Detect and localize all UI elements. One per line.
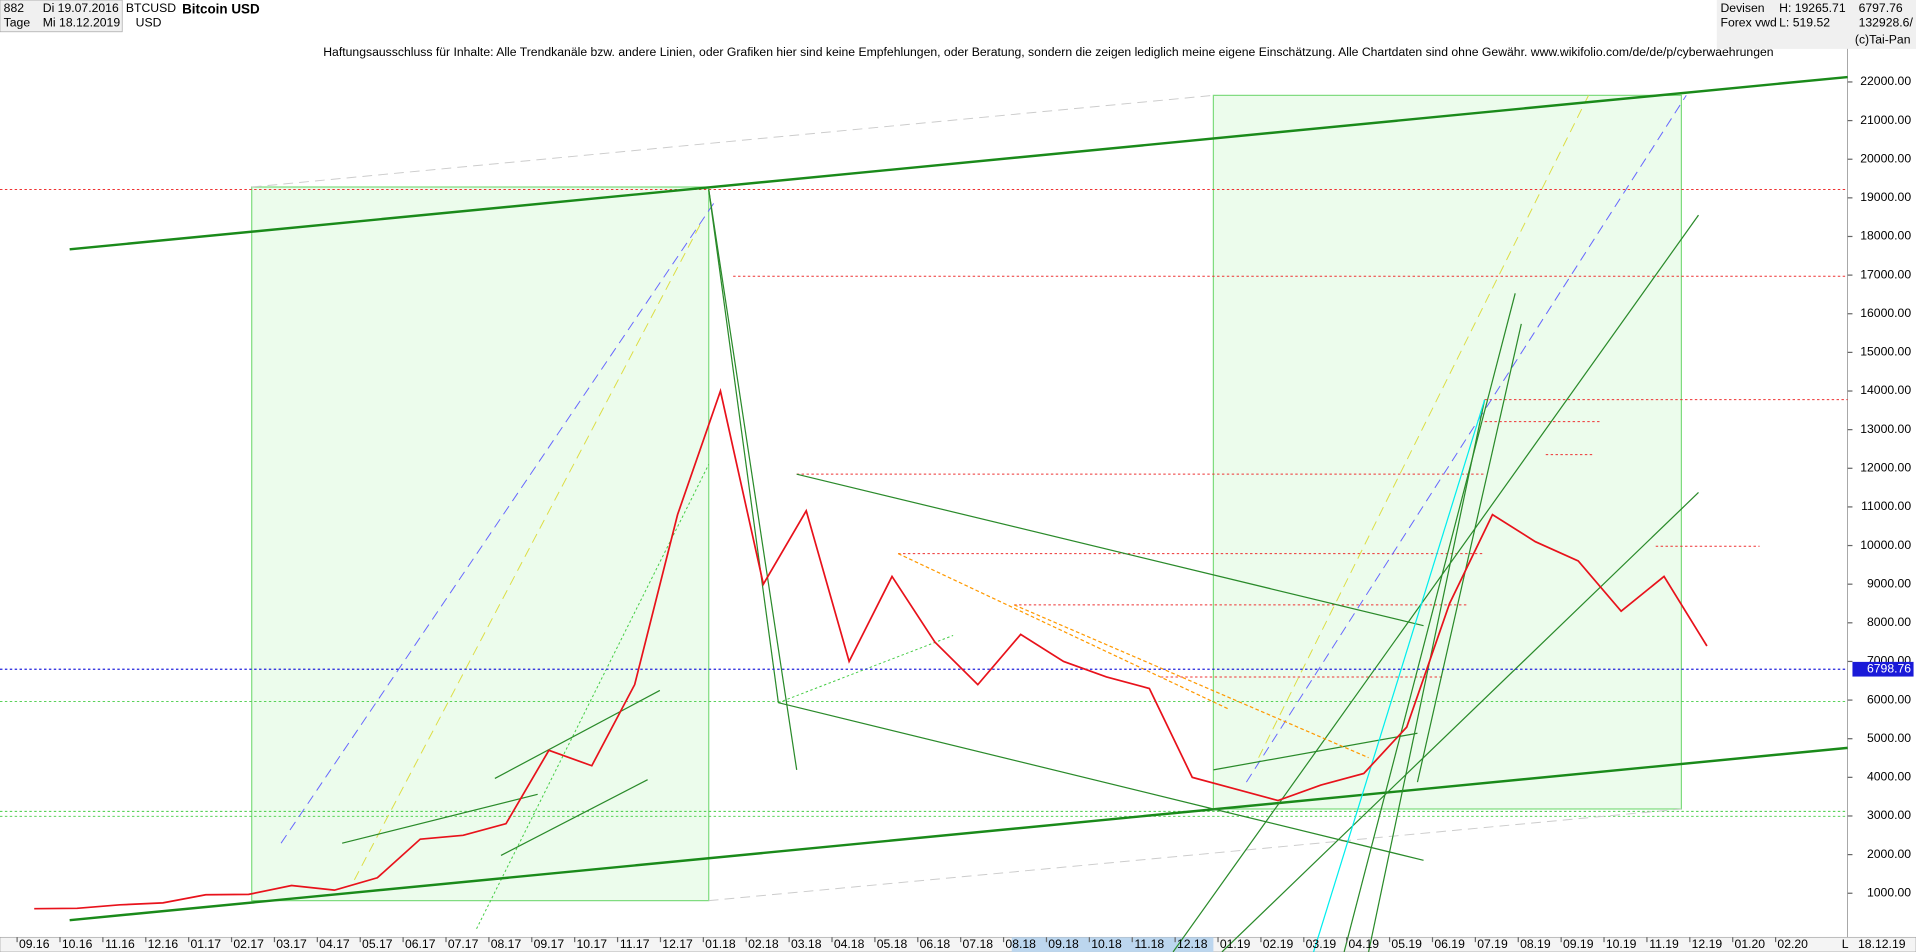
y-tick-label: 16000.00: [1860, 306, 1911, 320]
header-currency: USD: [136, 15, 162, 29]
x-tick-label: 02.20: [1777, 937, 1808, 951]
current-price-box: [1852, 661, 1914, 677]
x-tick-label: 09.17: [534, 937, 565, 951]
y-tick-label: 14000.00: [1860, 383, 1911, 397]
range-box: [1212, 94, 1682, 810]
header-market: Devisen: [1720, 1, 1764, 15]
x-tick-label: 04.17: [319, 937, 350, 951]
y-tick-label: 12000.00: [1860, 461, 1911, 475]
x-axis-highlight: [1011, 937, 1214, 952]
x-tick-label: 01.20: [1735, 937, 1766, 951]
header-source: Forex vwd: [1720, 15, 1776, 29]
x-tick-label: 12.17: [662, 937, 693, 951]
x-tick-label: 08.18: [1005, 937, 1036, 951]
header-high: H: 19265.71: [1779, 1, 1846, 15]
x-tick-label: 04.19: [1349, 937, 1380, 951]
x-tick-label: 11.19: [1649, 937, 1679, 951]
y-tick-label: 10000.00: [1860, 538, 1911, 552]
x-tick-label: 10.17: [577, 937, 608, 951]
x-tick-label: 09.16: [19, 937, 50, 951]
header-id: 882: [4, 1, 25, 15]
y-tick-label: 15000.00: [1860, 345, 1911, 359]
x-tick-label: 02.19: [1263, 937, 1294, 951]
header-end: Mi 18.12.2019: [43, 15, 121, 29]
x-tick-label: 03.17: [276, 937, 307, 951]
x-tick-label: 04.18: [834, 937, 865, 951]
current-price-label: 6798.76: [1867, 661, 1911, 675]
x-tick-label: 12.18: [1177, 937, 1208, 951]
x-tick-label: 09.19: [1563, 937, 1594, 951]
x-tick-label: 11.17: [620, 937, 650, 951]
x-tick-label: 05.19: [1391, 937, 1422, 951]
y-tick-label: 2000.00: [1867, 847, 1911, 861]
x-tick-label: 01.19: [1220, 937, 1251, 951]
x-tick-label: 06.18: [920, 937, 951, 951]
x-tick-label: 06.19: [1434, 937, 1465, 951]
x-tick-label: 07.18: [963, 937, 994, 951]
header-volume: 132928.6/: [1859, 15, 1914, 29]
y-tick-label: 3000.00: [1867, 808, 1911, 822]
y-tick-label: 8000.00: [1867, 615, 1911, 629]
x-end-label: 18.12.19: [1858, 937, 1906, 951]
header-box: [0, 0, 123, 33]
header-low: L: 519.52: [1779, 15, 1830, 29]
x-tick-label: 06.17: [405, 937, 436, 951]
x-tick-label: 11.18: [1135, 937, 1165, 951]
price-line: [34, 387, 1708, 910]
x-tick-label: 01.18: [705, 937, 736, 951]
header-symbol: BTCUSD: [126, 1, 176, 15]
x-tick-label: 03.18: [791, 937, 822, 951]
y-tick-label: 17000.00: [1860, 267, 1911, 281]
header-copyright: (c)Tai-Pan: [1855, 33, 1911, 47]
x-tick-label: 03.19: [1306, 937, 1337, 951]
y-tick-label: 9000.00: [1867, 576, 1911, 590]
y-tick-label: 4000.00: [1867, 770, 1911, 784]
x-tick-label: 08.19: [1520, 937, 1551, 951]
header-start: Di 19.07.2016: [43, 1, 119, 15]
disclaimer: Haftungsausschluss für Inhalte: Alle Tre…: [323, 45, 1773, 59]
header-period: Tage: [4, 15, 31, 29]
x-tick-label: 11.16: [105, 937, 135, 951]
header-last: 6797.76: [1859, 1, 1903, 15]
x-tick-label: 02.17: [233, 937, 264, 951]
x-tick-label: 12.19: [1692, 937, 1723, 951]
x-tick-label: 09.18: [1048, 937, 1079, 951]
header-right-box: [1716, 0, 1916, 49]
y-tick-label: 13000.00: [1860, 422, 1911, 436]
y-tick-label: 18000.00: [1860, 229, 1911, 243]
x-tick-label: 05.17: [362, 937, 393, 951]
x-tick-label: 05.18: [877, 937, 908, 951]
y-tick-label: 21000.00: [1860, 113, 1911, 127]
y-tick-label: 19000.00: [1860, 190, 1911, 204]
y-tick-label: 1000.00: [1867, 885, 1911, 899]
range-box: [251, 186, 710, 902]
y-tick-label: 6000.00: [1867, 692, 1911, 706]
x-tick-label: 01.17: [191, 937, 222, 951]
x-tick-label: 07.17: [448, 937, 479, 951]
y-tick-label: 5000.00: [1867, 731, 1911, 745]
x-tick-label: 02.18: [748, 937, 779, 951]
x-tick-label: 10.19: [1606, 937, 1637, 951]
x-tick-label: 07.19: [1477, 937, 1508, 951]
x-tick-label: 10.18: [1091, 937, 1122, 951]
chart-title: Bitcoin USD: [182, 1, 260, 16]
x-scale-label: L: [1842, 937, 1849, 951]
y-tick-label: 11000.00: [1861, 499, 1911, 513]
x-tick-label: 12.16: [148, 937, 179, 951]
y-tick-label: 20000.00: [1860, 151, 1911, 165]
trend-drawings: [0, 75, 1848, 952]
x-tick-label: 08.17: [491, 937, 522, 951]
x-tick-label: 10.16: [62, 937, 93, 951]
y-tick-label: 22000.00: [1860, 74, 1911, 88]
